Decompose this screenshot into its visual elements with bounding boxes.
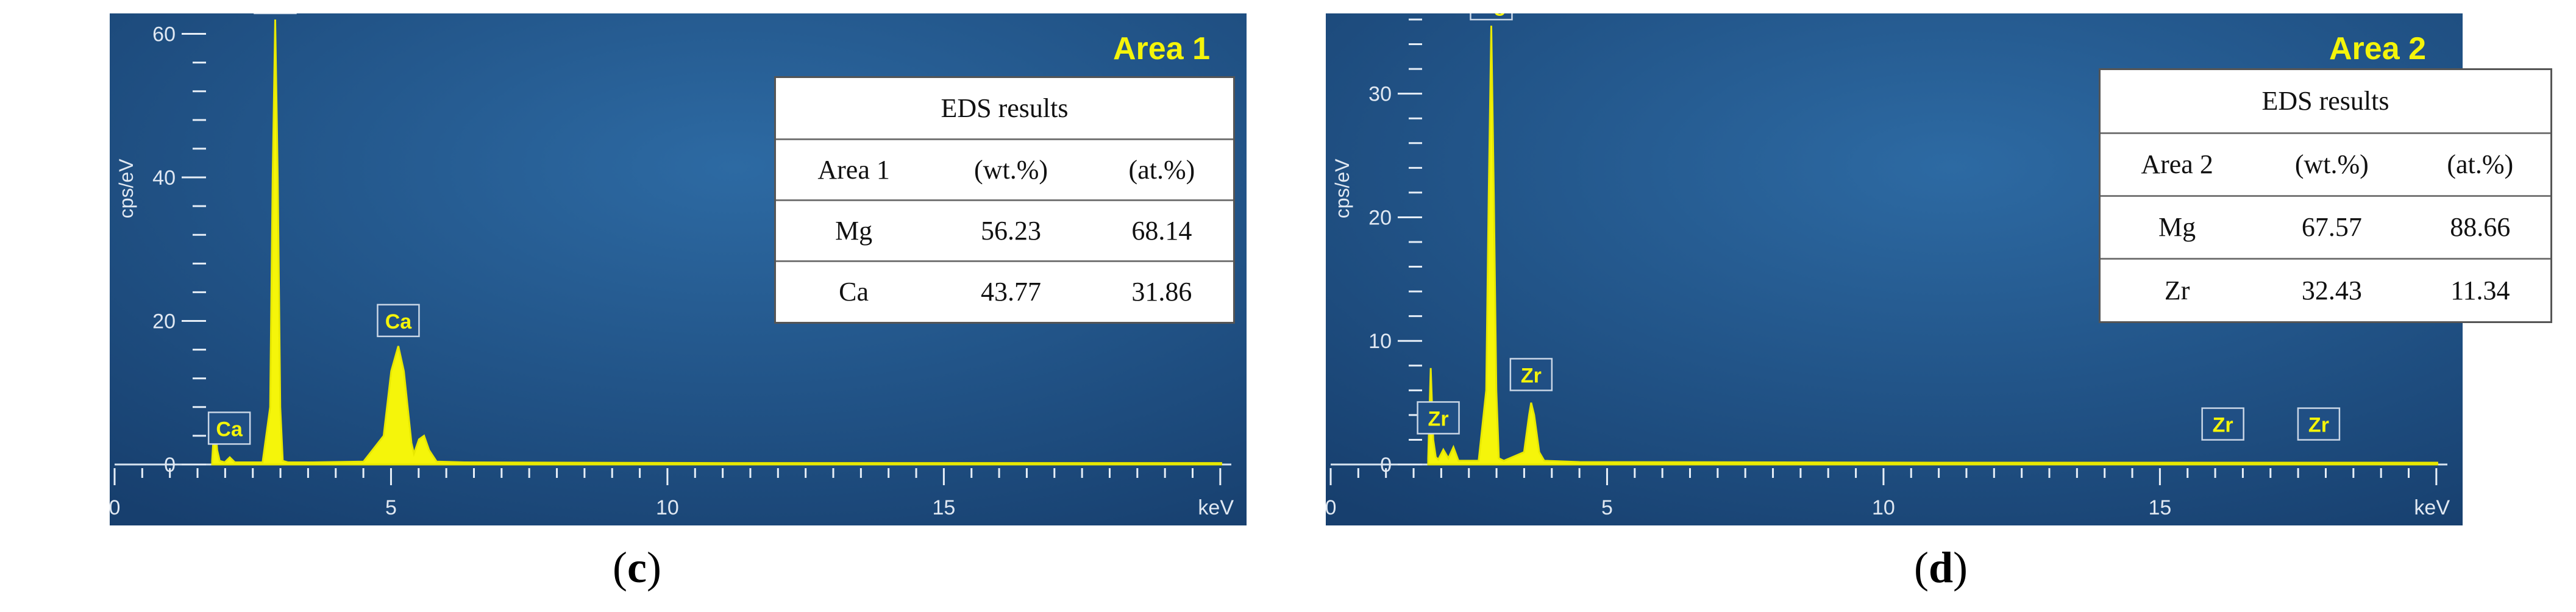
y-axis-label: cps/eV bbox=[115, 158, 137, 218]
y-axis-label: cps/eV bbox=[1331, 158, 1353, 218]
area-label: Area 2 bbox=[2329, 31, 2426, 66]
table-cell-at: 11.34 bbox=[2410, 257, 2550, 321]
x-tick-label: 5 bbox=[1601, 496, 1613, 519]
y-tick-label: 0 bbox=[1380, 454, 1392, 477]
table-cell-element: Mg bbox=[2101, 194, 2254, 258]
x-axis-label: keV bbox=[1198, 496, 1234, 519]
x-tick-label: 5 bbox=[385, 496, 397, 519]
table-cell-wt: 56.23 bbox=[931, 199, 1091, 261]
table-cell-at: 88.66 bbox=[2410, 194, 2550, 258]
table-title: EDS results bbox=[941, 93, 1069, 123]
panel-caption-c: (c) bbox=[613, 543, 661, 592]
y-tick-label: 30 bbox=[1368, 83, 1392, 106]
svg-text:Zr: Zr bbox=[1521, 364, 1542, 387]
peak-label: Zr bbox=[2297, 407, 2341, 441]
table-cell-at: 68.14 bbox=[1090, 199, 1233, 261]
eds-results-table-area2: EDS results Area 2 (wt.%) (at.%) Mg 67.5… bbox=[2099, 68, 2552, 323]
table-cell-at: 31.86 bbox=[1090, 260, 1233, 322]
y-tick-label: 60 bbox=[152, 23, 176, 46]
svg-text:Zr: Zr bbox=[1428, 407, 1449, 430]
y-tick-label: 40 bbox=[152, 166, 176, 190]
area-label: Area 1 bbox=[1113, 31, 1210, 66]
svg-text:Zr: Zr bbox=[2213, 414, 2233, 437]
x-tick-label: 0 bbox=[1326, 496, 1336, 519]
svg-text:Ca: Ca bbox=[385, 310, 413, 333]
table-cell-element: Ca bbox=[776, 260, 932, 322]
panel-caption-d: (d) bbox=[1914, 543, 1968, 592]
table-header-wt: (wt.%) bbox=[2254, 132, 2410, 196]
table-header-area: Area 1 bbox=[776, 138, 932, 200]
peak-label: Zr bbox=[1417, 401, 1460, 435]
y-tick-label: 10 bbox=[1368, 330, 1392, 353]
peak-label: Ca bbox=[377, 304, 420, 338]
svg-text:Mg: Mg bbox=[1476, 13, 1506, 16]
svg-text:Ca: Ca bbox=[216, 418, 243, 441]
spectrum-series bbox=[1427, 26, 2438, 466]
table-cell-wt: 43.77 bbox=[931, 260, 1091, 322]
eds-results-table-area1: EDS results Area 1 (wt.%) (at.%) Mg 56.2… bbox=[774, 76, 1235, 324]
x-axis-label: keV bbox=[2414, 496, 2450, 519]
table-header-at: (at.%) bbox=[1090, 138, 1233, 200]
table-title: EDS results bbox=[2261, 86, 2389, 116]
y-tick-label: 20 bbox=[152, 310, 176, 333]
table-header-at: (at.%) bbox=[2410, 132, 2550, 196]
y-tick-label: 0 bbox=[164, 454, 176, 477]
table-cell-element: Zr bbox=[2101, 257, 2254, 321]
peak-label: Mg bbox=[1470, 13, 1513, 21]
y-tick-label: 20 bbox=[1368, 206, 1392, 229]
x-tick-label: 10 bbox=[1872, 496, 1895, 519]
x-tick-label: 15 bbox=[2148, 496, 2171, 519]
table-cell-wt: 32.43 bbox=[2254, 257, 2410, 321]
peak-label: Zr bbox=[2201, 407, 2244, 441]
svg-text:Zr: Zr bbox=[2308, 414, 2329, 437]
x-tick-label: 10 bbox=[656, 496, 679, 519]
table-header-wt: (wt.%) bbox=[931, 138, 1091, 200]
table-cell-element: Mg bbox=[776, 199, 932, 261]
table-header-area: Area 2 bbox=[2101, 132, 2254, 196]
peak-label: Zr bbox=[1509, 358, 1553, 391]
table-cell-wt: 67.57 bbox=[2254, 194, 2410, 258]
x-tick-label: 0 bbox=[110, 496, 120, 519]
x-tick-label: 15 bbox=[932, 496, 955, 519]
peak-label: Ca bbox=[207, 411, 251, 445]
spectrum-series bbox=[211, 19, 1222, 466]
